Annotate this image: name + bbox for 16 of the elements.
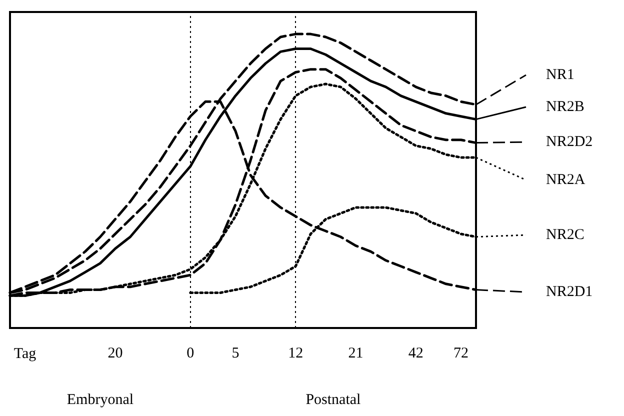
- x-tick-label: 5: [232, 346, 240, 362]
- x-tick-label: 0: [186, 346, 194, 362]
- x-tick-label: 12: [288, 346, 304, 362]
- legend-label: NR2D1: [546, 284, 593, 300]
- text: NR1: [546, 67, 574, 83]
- x-tick-label: 42: [408, 346, 424, 362]
- x-tick-label: 20: [108, 346, 123, 362]
- x-axis-title: Tag: [14, 346, 37, 362]
- legend-label: NR2C: [546, 227, 584, 243]
- x-tick-label: 72: [453, 346, 468, 362]
- text: Postnatal: [306, 392, 361, 408]
- legend-label: NR2B: [546, 99, 584, 115]
- text: NR2A: [546, 172, 586, 188]
- text: Embryonal: [66, 392, 134, 408]
- x-tick-label: 21: [348, 346, 364, 362]
- legend-label: NR2D2: [546, 134, 593, 150]
